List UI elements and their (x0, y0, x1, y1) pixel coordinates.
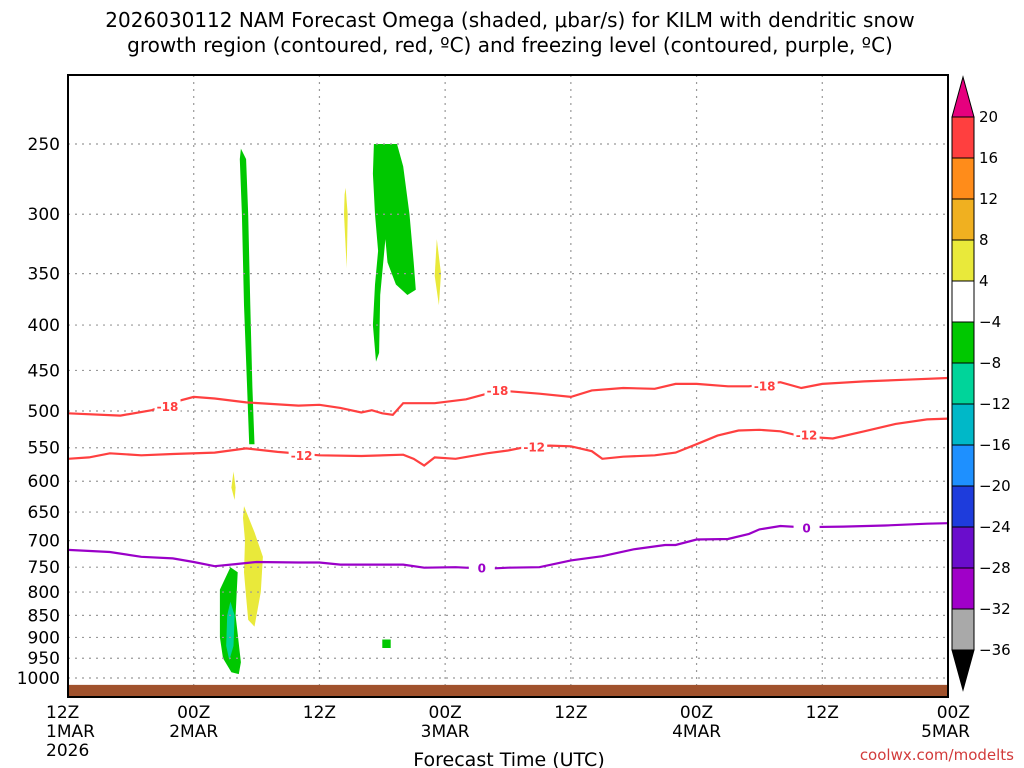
contour-label-2-1: 0 (802, 521, 810, 535)
shaded-region-0 (239, 148, 255, 445)
colorbar-swatch-10 (951, 485, 975, 528)
contour-label-0-2: -18 (754, 379, 776, 393)
colorbar-swatch-6 (951, 321, 975, 364)
colorbar-label-11: −28 (979, 559, 1011, 577)
y-tick-label-850: 850 (28, 606, 60, 626)
shaded-region-7 (226, 601, 235, 661)
contour-label-1-0: -12 (291, 449, 313, 463)
shaded-region-3 (434, 239, 441, 306)
contour-label-1-2: -12 (796, 429, 818, 443)
y-tick-label-1000: 1000 (17, 669, 60, 689)
colorbar-swatch-11 (951, 526, 975, 569)
contour-label-bg-2-0 (468, 560, 495, 576)
y-tick-label-800: 800 (28, 583, 60, 603)
contour-label-0-0: -18 (157, 400, 179, 414)
y-axis-ticks: 2503003504004505005506006507007508008509… (17, 135, 60, 689)
y-tick-label-700: 700 (28, 532, 60, 552)
shaded-region-1 (372, 144, 416, 362)
x-tick-date-5: 4MAR (672, 722, 721, 742)
y-tick-label-250: 250 (28, 135, 60, 155)
ground-band (68, 684, 948, 697)
x-tick-date-0: 1MAR (46, 722, 95, 742)
contour-line-2 (67, 522, 949, 570)
x-tick-label-4: 12Z (554, 703, 587, 723)
contour-label-bg-0-0 (154, 399, 181, 415)
contour-label-bg-1-2 (793, 427, 820, 443)
contour-label-0-1: -18 (487, 384, 509, 398)
x-tick-label-3: 00Z (429, 703, 462, 723)
colorbar-swatch-3 (951, 198, 975, 241)
y-tick-label-600: 600 (28, 472, 60, 492)
x-tick-label-1: 00Z (177, 703, 210, 723)
colorbar-label-9: −20 (979, 477, 1011, 495)
colorbar-swatch-8 (951, 403, 975, 446)
colorbar-swatch-4 (951, 239, 975, 282)
contour-lines: -18 -18 -18 -12 -12 -12 0 0 (67, 376, 949, 576)
shaded-regions (219, 144, 441, 675)
shaded-region-5 (243, 506, 263, 627)
x-tick-date-7: 5MAR (921, 722, 970, 742)
y-tick-label-500: 500 (28, 402, 60, 422)
colorbar-swatch-7 (951, 362, 975, 405)
shaded-region-8 (382, 639, 391, 648)
x-axis-label: Forecast Time (UTC) (413, 749, 604, 768)
contour-label-1-1: -12 (523, 441, 545, 455)
colorbar-label-5: −4 (979, 313, 1001, 331)
colorbar-label-7: −12 (979, 395, 1011, 413)
x-tick-label-0: 12Z (46, 703, 79, 723)
colorbar-label-1: 16 (979, 149, 998, 167)
colorbar-label-10: −24 (979, 518, 1011, 536)
colorbar-label-8: −16 (979, 436, 1011, 454)
contour-label-bg-0-1 (484, 383, 511, 399)
colorbar-swatch-5 (951, 280, 975, 323)
x-tick-date-3: 3MAR (421, 722, 470, 742)
y-tick-label-750: 750 (28, 558, 60, 578)
grid-lines (68, 75, 948, 697)
contour-label-bg-2-1 (793, 520, 820, 536)
y-tick-label-350: 350 (28, 265, 60, 285)
colorbar-swatch-1 (951, 116, 975, 159)
y-tick-label-300: 300 (28, 205, 60, 225)
x-tick-label-6: 12Z (806, 703, 839, 723)
credit-text: coolwx.com/modelts (860, 746, 1014, 764)
contour-label-bg-1-1 (521, 439, 548, 455)
shaded-region-4 (231, 471, 236, 500)
chart-title-line1: 2026030112 NAM Forecast Omega (shaded, μ… (105, 8, 914, 32)
chart-title-line2: growth region (contoured, red, ºC) and f… (127, 33, 893, 57)
shaded-region-2 (344, 187, 348, 269)
colorbar-swatch-9 (951, 444, 975, 487)
colorbar-label-3: 8 (979, 231, 989, 249)
x-tick-year-0: 2026 (46, 741, 89, 761)
colorbar-label-13: −36 (979, 641, 1011, 659)
plot-frame (67, 74, 949, 698)
contour-label-bg-1-0 (288, 448, 315, 464)
contour-label-bg-0-2 (751, 378, 778, 394)
colorbar-swatch-2 (951, 157, 975, 200)
y-tick-label-900: 900 (28, 628, 60, 648)
y-tick-label-950: 950 (28, 649, 60, 669)
colorbar-label-4: 4 (979, 272, 989, 290)
y-tick-label-650: 650 (28, 503, 60, 523)
contour-label-2-0: 0 (478, 562, 486, 576)
colorbar: 20 16 12 8 4 −4 −8 −12 −16 −20 −24 −28 −32 −36 (951, 75, 1011, 692)
colorbar-swatch-12 (951, 567, 975, 610)
ground-layer (68, 684, 948, 697)
x-tick-date-1: 2MAR (169, 722, 218, 742)
colorbar-swatch-13 (951, 608, 975, 651)
colorbar-label-2: 12 (979, 190, 998, 208)
x-tick-label-7: 00Z (937, 703, 970, 723)
y-tick-label-550: 550 (28, 439, 60, 459)
y-tick-label-450: 450 (28, 361, 60, 381)
x-tick-label-2: 12Z (303, 703, 336, 723)
colorbar-label-12: −32 (979, 600, 1011, 618)
y-tick-label-400: 400 (28, 316, 60, 336)
colorbar-label-6: −8 (979, 354, 1001, 372)
x-tick-label-5: 00Z (680, 703, 713, 723)
colorbar-label-0: 20 (979, 108, 998, 126)
colorbar-bottom-arrow (951, 649, 975, 692)
colorbar-top-arrow (951, 75, 975, 118)
